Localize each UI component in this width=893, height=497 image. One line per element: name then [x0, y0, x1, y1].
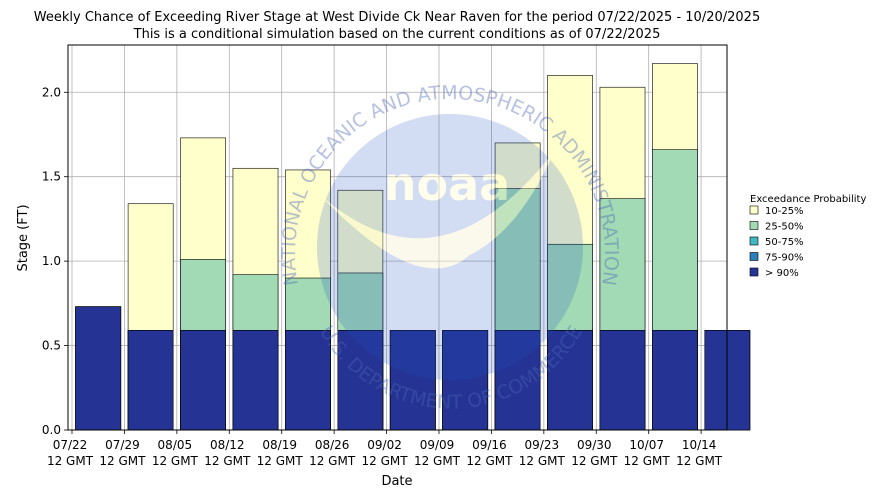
- x-tick-label-date: 08/19: [262, 438, 297, 452]
- y-axis: 0.0 0.5 1.0 1.5 2.0: [42, 85, 68, 437]
- x-tick-label-date: 09/23: [525, 438, 560, 452]
- legend-swatch: [749, 221, 759, 230]
- x-tick-label-time: 12 GMT: [519, 454, 566, 468]
- legend-swatch: [749, 236, 759, 246]
- x-tick-label-time: 12 GMT: [571, 454, 618, 468]
- bar-90: [442, 330, 489, 431]
- x-tick-label-time: 12 GMT: [676, 454, 723, 468]
- noaa-logo-text: noaa: [384, 157, 510, 211]
- x-tick-label-date: 09/16: [472, 438, 507, 452]
- x-tick-label-date: 09/30: [577, 438, 612, 452]
- x-axis-label: Date: [381, 474, 412, 489]
- x-tick-label-time: 12 GMT: [309, 454, 356, 468]
- legend-label: 50-75%: [765, 237, 804, 248]
- bar-90: [180, 330, 226, 431]
- x-tick-label-date: 08/26: [315, 438, 350, 452]
- legend-swatch: [749, 205, 759, 215]
- y-tick-label: 1.0: [42, 254, 61, 268]
- bar-90: [75, 306, 122, 431]
- x-tick-label-time: 12 GMT: [152, 454, 199, 468]
- legend-label: > 90%: [765, 268, 799, 279]
- bar-90: [285, 330, 331, 431]
- x-tick-label-date: 07/22: [53, 438, 88, 452]
- grid-lines: [68, 45, 727, 431]
- y-tick-label: 0.5: [42, 339, 61, 353]
- y-tick-label: 2.0: [42, 85, 61, 99]
- bar-90: [127, 330, 174, 431]
- chart-title: Weekly Chance of Exceeding River Stage a…: [34, 10, 760, 25]
- y-tick-label: 0.0: [42, 423, 61, 437]
- x-tick-label-time: 12 GMT: [362, 454, 409, 468]
- plot-frame: [67, 44, 728, 431]
- y-tick-label: 1.5: [42, 170, 61, 184]
- bar-90: [494, 330, 541, 431]
- legend-label: 25-50%: [765, 222, 804, 233]
- x-tick-label-date: 10/07: [629, 438, 664, 452]
- x-tick-label-time: 12 GMT: [99, 454, 146, 468]
- bar-90: [389, 330, 436, 431]
- y-axis-label: Stage (FT): [16, 204, 31, 271]
- legend-label: 10-25%: [765, 206, 804, 217]
- legend-label: 75-90%: [765, 253, 804, 264]
- x-tick-label-date: 09/09: [420, 438, 455, 452]
- x-tick-label-time: 12 GMT: [466, 454, 513, 468]
- x-tick-label-date: 07/29: [105, 438, 140, 452]
- legend-title: Exceedance Probability: [750, 194, 866, 205]
- chart-subtitle: This is a conditional simulation based o…: [133, 27, 661, 42]
- noaa-logo-gull: [320, 150, 555, 269]
- x-tick-label-time: 12 GMT: [47, 454, 94, 468]
- x-tick-label-time: 12 GMT: [624, 454, 671, 468]
- x-tick-label-date: 08/12: [210, 438, 245, 452]
- x-tick-label-time: 12 GMT: [204, 454, 251, 468]
- x-axis: 07/22 12 GMT 07/29 12 GMT 08/05 12 GMT 08/12 12…: [47, 430, 723, 468]
- bar-90: [652, 330, 698, 431]
- x-tick-label-date: 08/05: [158, 438, 193, 452]
- legend-swatch: [749, 267, 759, 277]
- x-tick-label-time: 12 GMT: [414, 454, 461, 468]
- legend: Exceedance Probability 10-25% 25-50% 50-75…: [749, 194, 866, 279]
- bar-90: [547, 330, 593, 431]
- bar-90: [599, 330, 646, 431]
- x-tick-label-date: 09/02: [367, 438, 402, 452]
- noaa-logo-circle: [317, 114, 583, 380]
- bar-90: [232, 330, 279, 431]
- legend-swatch: [749, 252, 759, 261]
- x-tick-label-time: 12 GMT: [257, 454, 304, 468]
- x-tick-label-date: 10/14: [682, 438, 717, 452]
